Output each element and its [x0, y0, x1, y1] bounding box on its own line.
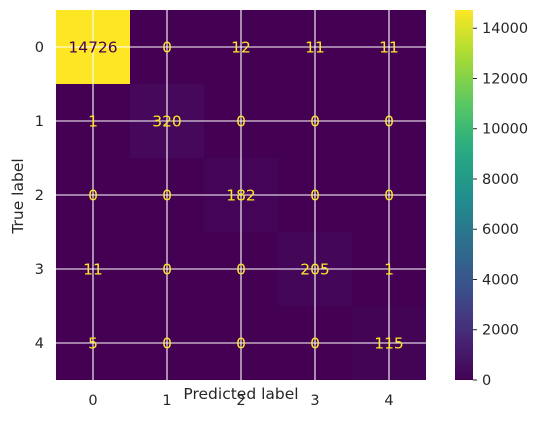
- colorbar-tick-label-6: 12000: [482, 71, 528, 87]
- cell-value-r2-c2: 182: [226, 187, 256, 205]
- cell-value-r0-c2: 12: [231, 39, 251, 57]
- cell-value-r2-c0: 0: [88, 187, 98, 205]
- colorbar-tick-label-7: 14000: [482, 21, 528, 37]
- y-axis-ticks: 0 1 2 3 4: [35, 40, 44, 352]
- x-tick-label-4: 4: [384, 393, 393, 409]
- colorbar-tick-label-1: 2000: [482, 323, 519, 339]
- cell-value-r1-c2: 0: [236, 113, 246, 131]
- y-tick-label-4: 4: [35, 336, 44, 352]
- cell-value-r0-c0: 14726: [68, 39, 117, 57]
- colorbar-ticks: 0 2000 4000 6000 8000 10000 12000 14000: [473, 21, 528, 389]
- cell-value-r4-c2: 0: [236, 335, 246, 353]
- cell-value-r3-c4: 1: [384, 261, 394, 279]
- colorbar-tick-label-0: 0: [482, 373, 491, 389]
- cell-value-r2-c1: 0: [162, 187, 172, 205]
- cell-value-r1-c3: 0: [310, 113, 320, 131]
- cell-value-r3-c3: 205: [300, 261, 330, 279]
- cell-value-r1-c1: 320: [152, 113, 182, 131]
- y-tick-label-0: 0: [35, 40, 44, 56]
- y-tick-label-1: 1: [35, 114, 44, 130]
- x-tick-label-2: 2: [236, 393, 245, 409]
- colorbar-tick-label-5: 10000: [482, 122, 528, 138]
- y-tick-label-3: 3: [35, 262, 44, 278]
- cell-value-r4-c3: 0: [310, 335, 320, 353]
- grid-lines: [56, 10, 426, 380]
- cell-value-r0-c1: 0: [162, 39, 172, 57]
- cell-value-r4-c4: 115: [374, 335, 404, 353]
- cell-value-r4-c0: 5: [88, 335, 98, 353]
- x-axis-label: Predicted label: [183, 385, 298, 403]
- cell-value-r0-c3: 11: [305, 39, 325, 57]
- x-tick-label-1: 1: [162, 393, 171, 409]
- cell-value-r2-c3: 0: [310, 187, 320, 205]
- cell-value-r2-c4: 0: [384, 187, 394, 205]
- cell-value-r1-c0: 1: [88, 113, 98, 131]
- colorbar: [455, 10, 473, 380]
- colorbar-tick-label-2: 4000: [482, 272, 519, 288]
- y-tick-label-2: 2: [35, 188, 44, 204]
- x-axis-ticks: 0 1 2 3 4: [88, 393, 393, 409]
- cell-value-r4-c1: 0: [162, 335, 172, 353]
- cell-value-r3-c1: 0: [162, 261, 172, 279]
- cell-value-r3-c0: 11: [83, 261, 103, 279]
- y-axis-label: True label: [9, 158, 27, 234]
- cell-labels: 14726 0 12 11 111 320 0 0 00 0 182 0 011 0 0 205 15 0 0 0 11…: [68, 39, 403, 353]
- cell-value-r0-c4: 11: [379, 39, 399, 57]
- colorbar-tick-label-4: 8000: [482, 172, 519, 188]
- cell-value-r3-c2: 0: [236, 261, 246, 279]
- colorbar-tick-label-3: 6000: [482, 222, 519, 238]
- x-tick-label-0: 0: [88, 393, 97, 409]
- cell-value-r1-c4: 0: [384, 113, 394, 131]
- x-tick-label-3: 3: [310, 393, 319, 409]
